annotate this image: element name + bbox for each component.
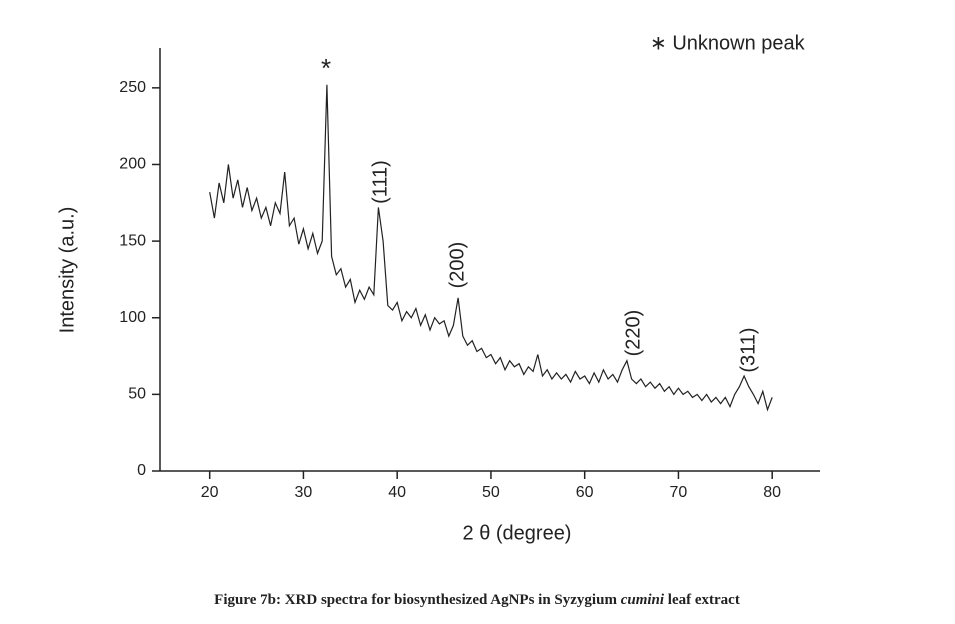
- peak-label: (311): [737, 327, 759, 372]
- caption-text: Figure 7b: XRD spectra for biosynthesize…: [214, 592, 621, 608]
- peak-label: (200): [446, 242, 468, 289]
- peak-label: (220): [622, 310, 644, 357]
- y-tick-label: 100: [119, 309, 146, 326]
- x-tick-label: 40: [388, 484, 406, 501]
- x-tick-label: 50: [482, 484, 500, 501]
- y-tick-label: 50: [128, 386, 146, 403]
- x-tick-label: 80: [763, 484, 781, 501]
- x-axis-title: 2 θ (degree): [463, 522, 572, 544]
- x-tick-label: 20: [201, 484, 219, 501]
- xrd-line: [209, 84, 773, 412]
- y-tick-label: 250: [119, 79, 146, 96]
- peak-label: (111): [369, 160, 391, 204]
- y-tick-label: 200: [119, 156, 146, 173]
- y-tick-label: 0: [137, 462, 146, 479]
- caption-italic: cumini: [621, 592, 665, 608]
- y-axis-title: Intensity (a.u.): [56, 207, 78, 334]
- legend: ∗ Unknown peak: [650, 32, 806, 54]
- x-tick-label: 70: [670, 484, 688, 501]
- x-tick-label: 60: [576, 484, 594, 501]
- caption: Figure 7b: XRD spectra for biosynthesize…: [214, 592, 740, 608]
- x-tick-label: 30: [295, 484, 313, 501]
- y-tick-label: 150: [119, 232, 146, 249]
- peak-label: *: [321, 53, 331, 83]
- caption-text: leaf extract: [664, 592, 740, 608]
